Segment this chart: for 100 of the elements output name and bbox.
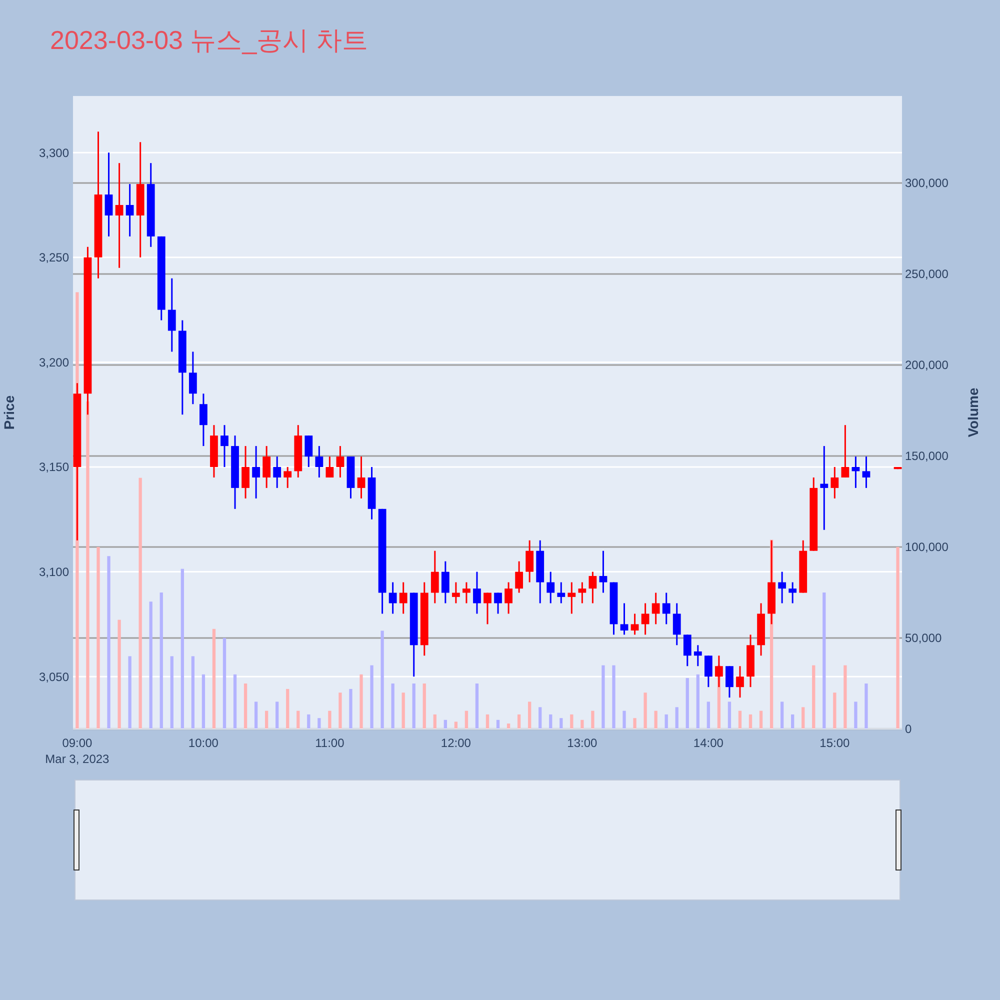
bar <box>307 714 310 729</box>
bar <box>706 702 710 729</box>
bar <box>254 702 258 729</box>
candlestick <box>515 560 524 594</box>
candlestick <box>588 571 597 604</box>
candlestick <box>683 634 692 667</box>
candlestick <box>273 456 282 489</box>
candlestick <box>788 582 797 604</box>
candlestick <box>652 592 660 625</box>
bar <box>759 710 763 729</box>
y2-tick-label: 200,000 <box>905 358 949 372</box>
bar <box>844 665 847 729</box>
bar <box>422 684 426 729</box>
bar <box>633 718 636 729</box>
candlestick <box>188 350 197 405</box>
candlestick <box>620 602 628 636</box>
candlestick <box>220 424 228 468</box>
candlestick <box>557 582 566 604</box>
bar <box>591 710 594 729</box>
bar <box>833 692 836 729</box>
y-tick-label: 3,100 <box>38 565 70 579</box>
bar <box>560 718 563 729</box>
bar <box>580 720 584 729</box>
bar <box>570 714 574 729</box>
x-tick-label: 09:00 <box>62 736 93 750</box>
bar <box>118 620 121 729</box>
bar <box>549 714 552 729</box>
candlestick <box>704 654 712 688</box>
candlestick <box>630 612 639 636</box>
bar <box>149 602 152 729</box>
candlestick <box>662 592 670 625</box>
candlestick <box>526 540 534 584</box>
bar <box>191 656 195 729</box>
bar <box>412 684 416 729</box>
y2-tick-label: 0 <box>905 722 912 736</box>
bar <box>517 714 521 729</box>
bar <box>780 702 784 729</box>
candlestick <box>262 445 271 489</box>
bar <box>896 547 900 729</box>
candlestick <box>578 582 586 604</box>
candlestick <box>315 445 324 478</box>
candlestick <box>862 456 870 489</box>
candlestick <box>568 582 576 614</box>
candlestick <box>726 665 734 698</box>
bar <box>96 547 100 729</box>
bar <box>264 710 268 729</box>
candlestick <box>820 445 828 531</box>
candlestick <box>441 560 450 604</box>
bar <box>738 710 742 729</box>
candlestick <box>778 571 786 604</box>
y-tick-label: 3,300 <box>38 146 70 160</box>
bar <box>864 684 868 729</box>
candlestick <box>326 456 334 478</box>
candlestick <box>830 466 839 500</box>
candlestick <box>104 152 113 238</box>
bar <box>433 714 436 729</box>
bar <box>822 592 826 729</box>
bar <box>328 710 332 729</box>
candlestick <box>546 571 555 604</box>
bar <box>486 714 490 729</box>
bar <box>696 674 700 729</box>
bar <box>748 714 752 729</box>
candlestick <box>242 445 250 500</box>
bar <box>286 688 290 729</box>
y2-axis-title: Volume <box>965 388 981 438</box>
bar <box>402 692 405 729</box>
x-tick-label: 14:00 <box>693 736 724 750</box>
bar <box>138 478 142 729</box>
bar <box>244 684 248 729</box>
bar <box>528 702 532 729</box>
candlestick <box>200 392 208 447</box>
bar <box>128 656 132 729</box>
candlestick <box>852 456 860 489</box>
bar <box>854 702 858 729</box>
y-axis-title: Price <box>1 395 17 430</box>
bar <box>233 674 237 729</box>
bar <box>380 630 384 729</box>
bar <box>728 702 732 729</box>
x-tick-label: 11:00 <box>315 736 345 750</box>
candlestick <box>841 424 850 478</box>
bar <box>170 656 174 729</box>
candlestick <box>599 550 608 594</box>
bar <box>107 556 110 729</box>
bar <box>276 702 279 729</box>
bar <box>602 665 605 729</box>
bar <box>675 707 678 729</box>
candlestick <box>672 602 681 646</box>
y2-tick-label: 150,000 <box>905 449 949 464</box>
y-tick-label: 3,250 <box>38 250 70 265</box>
bar <box>622 710 626 729</box>
candlestick <box>473 571 481 614</box>
candlestick <box>126 183 134 238</box>
y-tick-label: 3,050 <box>38 670 70 684</box>
candlestick <box>430 550 439 604</box>
candlestick <box>284 466 292 489</box>
bar <box>349 688 352 729</box>
candlestick <box>641 602 650 636</box>
text: Mar 3, 2023 <box>45 752 110 766</box>
bar <box>664 714 668 729</box>
candlestick <box>304 434 313 468</box>
